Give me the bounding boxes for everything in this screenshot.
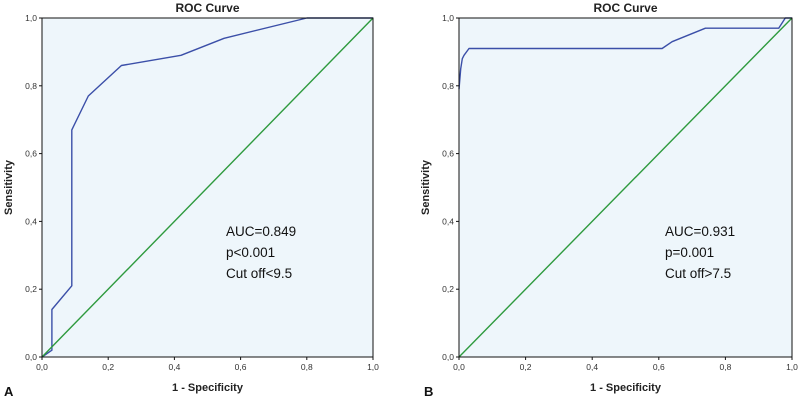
y-tick-label: 0,0 — [442, 352, 454, 362]
y-tick-label: 1,0 — [25, 13, 37, 23]
y-tick-label: 0,8 — [442, 81, 454, 91]
x-tick-label: 0,2 — [102, 362, 114, 372]
x-tick-label: 0,4 — [586, 362, 598, 372]
y-tick-label: 0,8 — [25, 81, 37, 91]
annotation-text: p<0.001 — [226, 245, 275, 260]
annotation-text: p=0.001 — [665, 245, 714, 260]
y-tick-label: 0,6 — [442, 149, 454, 159]
x-tick-label: 0,6 — [235, 362, 247, 372]
x-tick-label: 0,2 — [520, 362, 532, 372]
y-tick-label: 0,4 — [442, 216, 454, 226]
x-axis-label: 1 - Specificity — [590, 382, 662, 394]
x-tick-label: 0,8 — [719, 362, 731, 372]
chart-panel-b: 0,0 0,2 0,4 0,6 0,8 1,0 0,0 0,2 0,4 0,6 0,8 1,0 ROC … — [420, 1, 798, 399]
plot-frame — [41, 17, 374, 358]
x-tick-label: 0,0 — [36, 362, 48, 372]
annotation-text: Cut off>7.5 — [665, 266, 731, 281]
y-axis-label: Sensitivity — [3, 159, 15, 215]
y-tick-label: 0,2 — [442, 284, 454, 294]
y-axis-label: Sensitivity — [420, 159, 432, 215]
x-tick-label: 0,0 — [453, 362, 465, 372]
chart-panel-a: 0,0 0,2 0,4 0,6 0,8 1,0 0,0 0,2 0,4 0,6 0,8 1,0 ROC … — [3, 1, 379, 399]
plot-frame — [458, 17, 793, 358]
panel-letter: A — [4, 384, 14, 399]
x-tick-label: 1,0 — [786, 362, 798, 372]
reference-line — [458, 17, 793, 358]
x-tick-label: 0,4 — [168, 362, 180, 372]
chart-title: ROC Curve — [593, 1, 657, 15]
panel-letter: B — [424, 384, 433, 399]
roc-curve-line — [458, 17, 792, 90]
roc-curve-line — [41, 17, 373, 358]
annotation-text: AUC=0.849 — [226, 224, 296, 239]
x-tick-label: 0,6 — [653, 362, 665, 372]
y-tick-label: 0,6 — [25, 149, 37, 159]
annotation-text: Cut off<9.5 — [226, 266, 292, 281]
annotation-text: AUC=0.931 — [665, 224, 735, 239]
x-tick-label: 0,8 — [301, 362, 313, 372]
reference-line — [41, 17, 374, 358]
y-tick-label: 0,4 — [25, 216, 37, 226]
y-tick-label: 0,2 — [25, 284, 37, 294]
chart-title: ROC Curve — [175, 1, 239, 15]
y-tick-label: 0,0 — [25, 352, 37, 362]
x-tick-label: 1,0 — [367, 362, 379, 372]
x-axis-label: 1 - Specificity — [172, 382, 244, 394]
y-tick-label: 1,0 — [442, 13, 454, 23]
